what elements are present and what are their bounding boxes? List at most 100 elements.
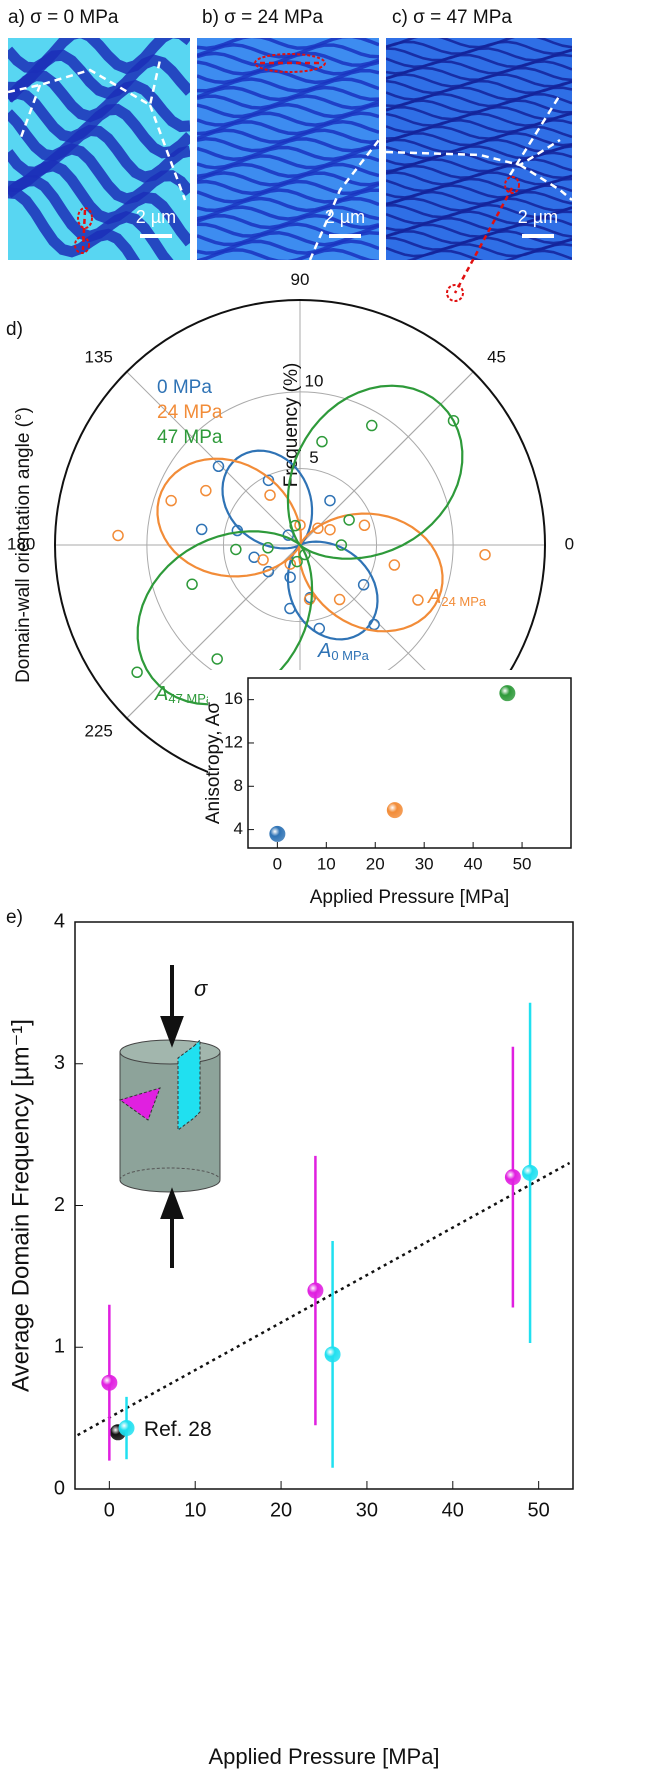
annotation: Ref. 28	[144, 1418, 212, 1441]
grain-boundary	[519, 163, 572, 201]
y-tick-label: 2	[54, 1194, 65, 1216]
fit-curve	[156, 457, 444, 633]
scale-bar	[522, 234, 554, 238]
cylinder-top	[119, 1039, 221, 1065]
data-point	[264, 489, 276, 501]
frequency-chart: e) 0 10 20 30 40 50 0 1 2 3 4 Applied Pressure [MPa]…	[6, 907, 574, 1769]
data-point	[200, 484, 212, 497]
domain-stripe	[197, 111, 379, 127]
grain-boundary	[18, 84, 42, 141]
sample-sketch	[118, 965, 221, 1268]
y-tick-label: 4	[54, 910, 65, 932]
domain-stripe	[386, 190, 572, 206]
x-axis-label: Applied Pressure [MPa]	[208, 1744, 439, 1769]
data-point	[195, 523, 208, 536]
domain-plane	[177, 1038, 201, 1131]
angle-tick-label: 225	[85, 722, 113, 741]
x-tick-label: 40	[464, 854, 483, 873]
data-point	[303, 593, 316, 606]
panel-label: e)	[6, 907, 23, 928]
data-point	[112, 529, 124, 542]
panel-label: b) σ = 24 MPa	[202, 7, 323, 28]
scale-bar-label: 2 µm	[518, 207, 558, 227]
fit-label-main: A	[317, 640, 331, 662]
y-tick-label: 16	[224, 689, 243, 708]
data-point	[269, 825, 286, 842]
micrographs: 2 µm 2 µm 2 µm	[8, 38, 572, 302]
fit-label: A47 MPa	[154, 683, 214, 706]
highlight	[254, 53, 326, 73]
data-point	[522, 1164, 539, 1181]
data-point	[284, 558, 297, 570]
data-point	[284, 602, 296, 615]
data-point	[499, 685, 516, 702]
scale-bar-label: 2 µm	[325, 207, 365, 227]
data-point	[262, 474, 275, 487]
data-point	[284, 571, 296, 583]
inset-chart: 0 10 20 30 40 50 4 8 12 16 Applied Pressure [MPa] A…	[203, 670, 581, 912]
data-point	[358, 519, 371, 532]
domain-stripe	[197, 205, 379, 221]
fit-label-main: A	[427, 586, 441, 608]
highlight-line	[81, 61, 514, 294]
x-tick-label: 30	[415, 854, 434, 873]
data-point	[366, 419, 378, 432]
data-point	[307, 1282, 324, 1299]
fit-label-sub: 47 MPa	[168, 691, 214, 706]
domain-stripe	[197, 230, 379, 247]
y-tick-label: 4	[234, 819, 243, 838]
data-point	[357, 579, 370, 591]
data-point	[165, 494, 177, 507]
domain-stripe	[197, 38, 379, 51]
domain-plane	[118, 1087, 161, 1121]
data-point	[291, 555, 303, 568]
domain-stripe	[197, 51, 379, 68]
domain-stripe	[386, 158, 572, 173]
x-tick-label: 40	[442, 1499, 464, 1521]
x-tick-label: 50	[528, 1499, 550, 1521]
grain-boundary	[386, 138, 561, 167]
domain-stripe	[386, 105, 572, 121]
domain-stripe	[386, 53, 572, 69]
data-point	[211, 653, 223, 665]
domain-stripe	[197, 179, 379, 196]
grain-boundary	[308, 139, 379, 260]
domain-stripe	[197, 119, 379, 136]
fit-label-sub: 24 MPa	[441, 594, 487, 609]
domain-stripe	[386, 171, 572, 186]
scale-bar-label: 2 µm	[136, 207, 176, 227]
angle-tick-label: 135	[85, 347, 113, 366]
legend-entry: 24 MPa	[157, 402, 223, 423]
data-point	[388, 559, 401, 571]
stress-label: σ	[194, 976, 208, 1001]
angle-tick-label: 45	[487, 347, 506, 366]
y-axis-label: Average Domain Frequency [µm⁻¹]	[7, 1019, 34, 1392]
y-tick-label: 3	[54, 1052, 65, 1074]
panel-label: d)	[6, 319, 23, 340]
domain-stripe	[197, 248, 379, 260]
domain-stripe	[197, 213, 379, 230]
data-point	[479, 548, 491, 561]
fit-label: A24 MPa	[427, 586, 487, 609]
data-point	[257, 554, 269, 566]
domain-stripe	[8, 87, 190, 159]
scale-bar	[140, 234, 172, 238]
domain-stripe	[197, 77, 379, 93]
data-point	[230, 543, 242, 556]
x-tick-label: 20	[270, 1499, 292, 1521]
arrow	[160, 1187, 184, 1268]
highlight	[504, 176, 520, 194]
micrograph	[197, 38, 379, 260]
domain-stripe	[406, 249, 572, 260]
data-point	[101, 1374, 118, 1391]
data-point	[312, 522, 324, 535]
angle-tick-label: 180	[7, 534, 35, 553]
data-point	[324, 1346, 341, 1363]
cylinder-bottom	[119, 1167, 221, 1181]
panel-label: c) σ = 47 MPa	[392, 7, 512, 28]
x-tick-label: 0	[273, 854, 282, 873]
r-tick-label: 10	[305, 371, 324, 390]
data-point	[324, 494, 336, 507]
